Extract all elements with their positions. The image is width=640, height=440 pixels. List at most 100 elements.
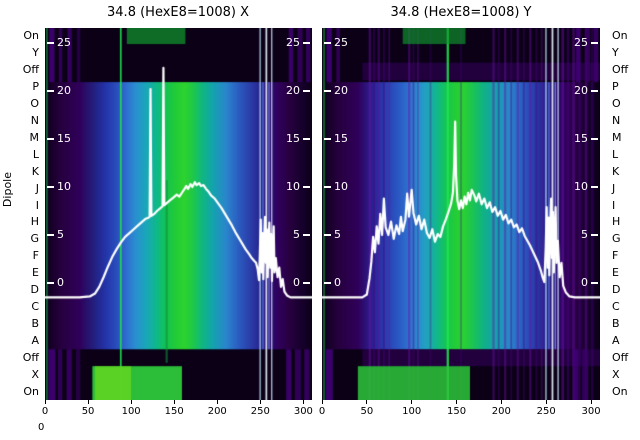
row-label-left: K [31, 164, 39, 178]
row-label-right: H [612, 215, 621, 229]
row-label-left: L [32, 147, 39, 161]
row-label-right: Y [612, 46, 619, 60]
row-label-left: G [30, 232, 39, 246]
x-tick-label: 50 [81, 406, 95, 417]
x-tick-label: 150 [164, 406, 184, 417]
row-label-left: On [23, 29, 39, 43]
x-tick-label: 300 [581, 406, 601, 417]
x-tick-label: 100 [121, 406, 141, 417]
x-tick-label: 250 [536, 406, 556, 417]
inner-y-tick-label: 20 [57, 84, 71, 97]
inner-y-tick-label: 10 [334, 180, 348, 193]
inner-y-tick-mark [324, 282, 331, 284]
x-tick-label: 200 [491, 406, 511, 417]
x-tick-mark [456, 400, 458, 404]
inner-y-tick-label: 25 [286, 36, 300, 49]
inner-y-tick-mark [591, 282, 598, 284]
x-tick-mark [321, 400, 323, 404]
row-label-right: I [612, 198, 616, 212]
inner-y-tick-label: 25 [334, 36, 348, 49]
x-tick-mark [259, 400, 261, 404]
row-label-right: L [612, 147, 619, 161]
row-label-left: I [35, 198, 39, 212]
inner-y-tick-mark [303, 138, 310, 140]
inner-y-tick-label: 5 [581, 228, 588, 241]
row-label-right: X [612, 367, 620, 381]
inner-y-tick-mark [47, 138, 54, 140]
row-label-left: P [32, 80, 39, 94]
inner-y-tick-label: 0 [293, 276, 300, 289]
row-label-right: O [612, 97, 621, 111]
inner-y-tick-mark [303, 90, 310, 92]
inner-y-tick-mark [303, 186, 310, 188]
inner-y-tick-mark [47, 90, 54, 92]
x-tick-label: 250 [250, 406, 270, 417]
inner-y-tick-mark [591, 186, 598, 188]
row-label-right: C [612, 300, 620, 313]
row-label-right: A [612, 333, 620, 347]
inner-y-tick-label: 10 [574, 180, 588, 193]
inner-y-tick-label: 20 [286, 84, 300, 97]
inner-y-tick-label: 0 [581, 276, 588, 289]
inner-y-tick-label: 15 [286, 132, 300, 145]
inner-y-tick-label: 20 [574, 84, 588, 97]
row-label-left: Off [22, 350, 39, 364]
row-label-right: M [612, 130, 622, 144]
inner-y-tick-label: 15 [57, 132, 71, 145]
heatmap-canvas-x [45, 28, 312, 400]
x-tick-mark [173, 400, 175, 404]
row-label-right: B [612, 316, 620, 330]
inner-y-tick-label: 10 [286, 180, 300, 193]
row-label-left: A [31, 333, 39, 347]
x-tick-mark [590, 400, 592, 404]
x-tick-mark [411, 400, 413, 404]
x-tick-mark [366, 400, 368, 404]
inner-y-tick-label: 15 [334, 132, 348, 145]
inner-y-tick-label: 20 [334, 84, 348, 97]
row-label-left: O [30, 97, 39, 111]
inner-y-tick-mark [324, 186, 331, 188]
inner-y-tick-label: 10 [57, 180, 71, 193]
inner-y-tick-mark [324, 90, 331, 92]
row-label-right: N [612, 114, 621, 127]
x-tick-label: 0 [318, 406, 326, 417]
inner-y-tick-mark [324, 42, 331, 44]
x-tick-mark [130, 400, 132, 404]
inner-y-tick-mark [47, 42, 54, 44]
inner-y-tick-mark [47, 282, 54, 284]
row-label-right: E [612, 266, 619, 280]
row-label-left: Y [32, 46, 39, 60]
row-label-left: D [30, 283, 39, 297]
row-label-left: J [35, 181, 39, 195]
row-label-right: G [612, 232, 621, 246]
inner-y-tick-label: 25 [57, 36, 71, 49]
x-tick-label: 0 [41, 406, 49, 417]
row-label-right: Off [612, 63, 629, 77]
inner-y-tick-label: 5 [334, 228, 341, 241]
row-label-right: K [612, 164, 620, 178]
panel-title-x: 34.8 (HexE8=1008) X [107, 5, 249, 20]
row-label-left: C [31, 300, 39, 313]
inner-y-tick-mark [591, 234, 598, 236]
inner-y-tick-label: 15 [574, 132, 588, 145]
x-tick-mark [545, 400, 547, 404]
x-tick-label: 100 [402, 406, 422, 417]
inner-y-tick-mark [324, 234, 331, 236]
row-label-right: P [612, 80, 619, 94]
heatmap-panel-x [45, 28, 312, 400]
inner-y-tick-mark [303, 234, 310, 236]
row-label-right: D [612, 283, 621, 297]
inner-y-tick-mark [591, 138, 598, 140]
row-label-right: F [612, 249, 619, 263]
inner-y-tick-label: 5 [57, 228, 64, 241]
x-tick-label: 200 [207, 406, 227, 417]
row-label-left: B [31, 316, 39, 330]
heatmap-canvas-y [322, 28, 600, 400]
inner-y-tick-mark [303, 282, 310, 284]
row-label-right: On [612, 384, 628, 398]
row-label-left: On [23, 384, 39, 398]
x-tick-mark [216, 400, 218, 404]
row-label-left: E [32, 266, 39, 280]
inner-y-tick-label: 25 [574, 36, 588, 49]
